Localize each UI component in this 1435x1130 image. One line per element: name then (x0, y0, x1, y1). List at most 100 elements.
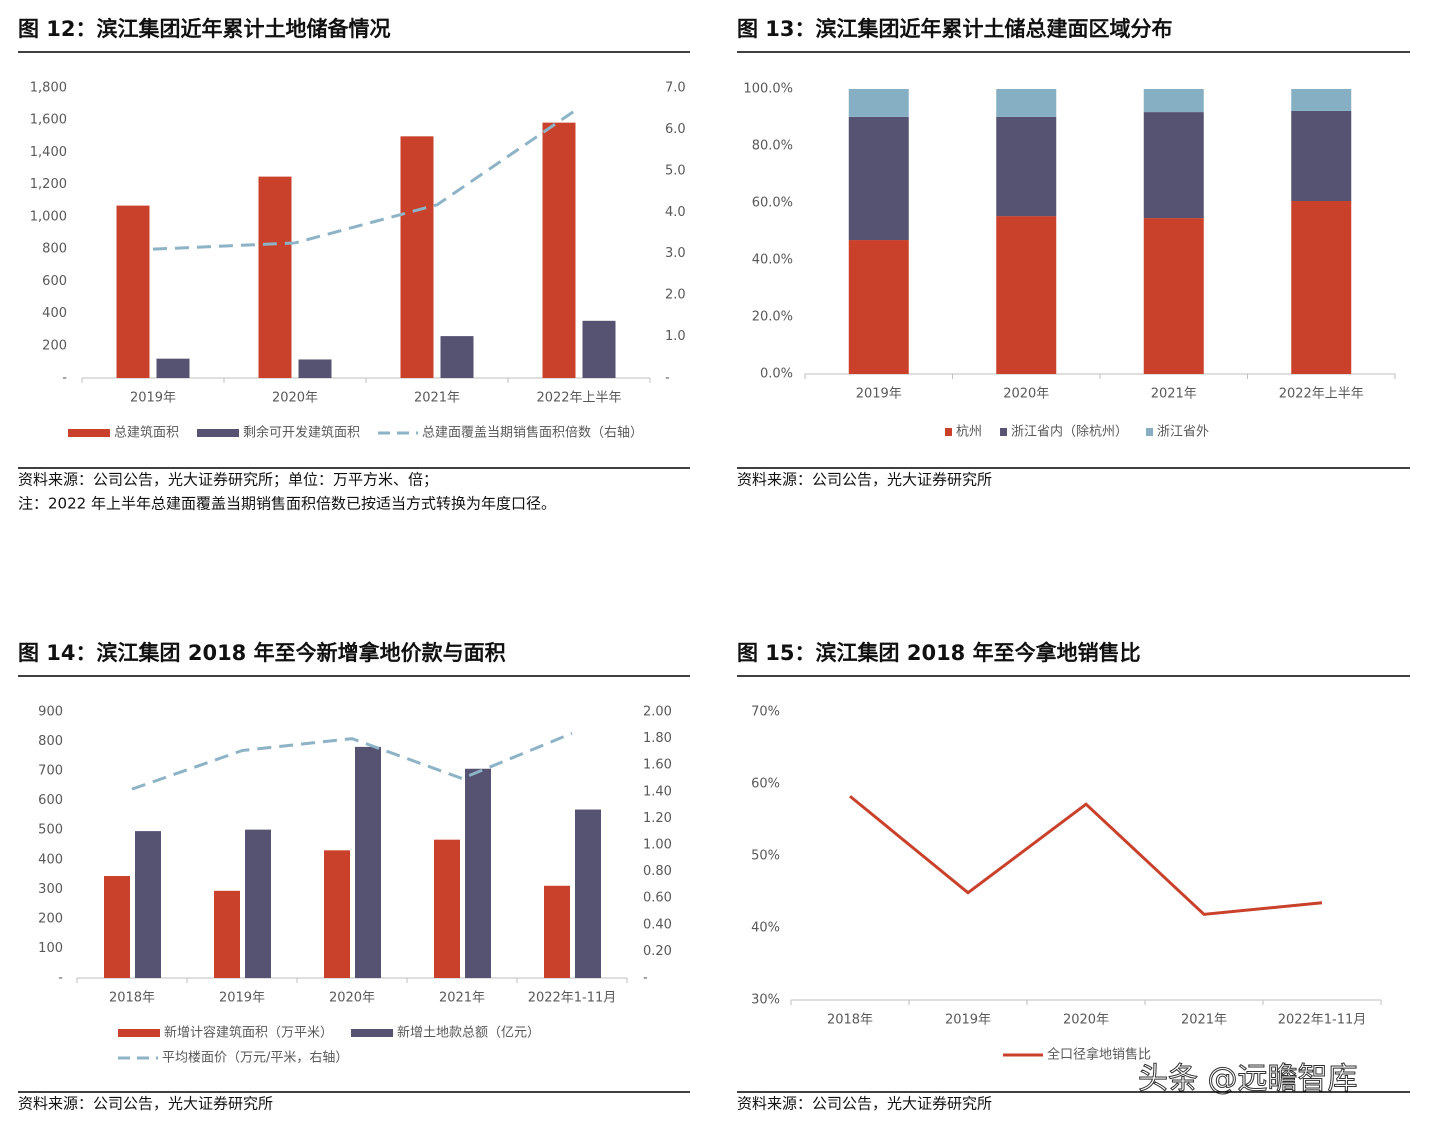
x-tick-label: 2019年 (856, 387, 902, 402)
y-tick-label: 40% (751, 921, 780, 936)
y2-tick-label: 2.00 (643, 705, 672, 720)
bar (135, 831, 161, 978)
y-tick-label: 100.0% (743, 82, 793, 97)
y-tick-label: 60% (751, 777, 780, 792)
x-tick-label: 2021年 (439, 991, 485, 1006)
bar (355, 746, 381, 978)
legend-swatch (118, 1029, 160, 1037)
y-tick-label: 60.0% (752, 196, 793, 211)
bar (324, 850, 350, 978)
y2-tick-label: 7.0 (665, 81, 686, 96)
y-tick-label: - (62, 371, 67, 386)
y-tick-label: 100 (38, 941, 63, 956)
y2-tick-label: 0.20 (643, 944, 672, 959)
y-tick-label: 1,000 (30, 209, 67, 224)
bar-segment (1143, 89, 1204, 113)
x-tick-label: 2021年 (1151, 387, 1197, 402)
y-tick-label: 1,400 (30, 145, 67, 160)
x-tick-label: 2020年 (1003, 387, 1049, 402)
bar-segment (1291, 110, 1352, 202)
y-tick-label: 400 (42, 306, 67, 321)
x-tick-label: 2018年 (109, 991, 155, 1006)
bar (298, 359, 332, 378)
x-tick-label: 2022年上半年 (1279, 387, 1364, 402)
y2-tick-label: 0.80 (643, 864, 672, 879)
source: 资料来源：公司公告，光大证券研究所 (18, 1095, 273, 1113)
legend-swatch (351, 1029, 394, 1037)
legend-label: 平均楼面价（万元/平米，右轴） (162, 1051, 348, 1066)
chart-title: 图 15：滨江集团 2018 年至今拿地销售比 (737, 641, 1141, 665)
bar (465, 768, 491, 978)
bar-segment (848, 116, 909, 241)
bar (440, 336, 474, 378)
x-tick-label: 2022年上半年 (536, 391, 621, 406)
y-tick-label: 500 (38, 823, 63, 838)
y2-tick-label: 1.60 (643, 758, 672, 773)
y-tick-label: 50% (751, 849, 780, 864)
bar-segment (1143, 112, 1204, 219)
bar (434, 839, 460, 978)
legend-label: 总建面覆盖当期销售面积倍数（右轴） (422, 425, 643, 441)
chart-title: 图 12：滨江集团近年累计土地储备情况 (18, 17, 391, 41)
y-tick-label: - (58, 971, 63, 986)
legend-swatch (945, 428, 952, 436)
bar (116, 205, 150, 378)
y-tick-label: 20.0% (752, 310, 793, 325)
bar (258, 176, 292, 378)
y2-tick-label: 1.00 (643, 838, 672, 853)
legend-label: 新增计容建筑面积（万平米） (164, 1025, 333, 1041)
y-tick-label: 800 (38, 734, 63, 749)
bar (582, 320, 616, 378)
bar-segment (1291, 201, 1352, 374)
y2-tick-label: 5.0 (665, 163, 686, 178)
y-tick-label: 700 (38, 764, 63, 779)
legend-swatch (1146, 428, 1154, 436)
x-tick-label: 2021年 (414, 391, 460, 406)
line-series (152, 106, 580, 251)
bar (156, 358, 190, 378)
x-tick-label: 2022年1-11月 (528, 991, 617, 1006)
y-tick-label: 1,800 (30, 81, 67, 96)
y-tick-label: 300 (38, 882, 63, 897)
bar-segment (996, 89, 1057, 117)
legend-label: 剩余可开发建筑面积 (243, 425, 360, 441)
y-tick-label: 600 (42, 274, 67, 289)
bar (245, 829, 271, 978)
x-tick-label: 2020年 (1063, 1013, 1109, 1028)
y2-tick-label: 1.0 (665, 329, 686, 344)
bar-segment (996, 116, 1057, 217)
y2-tick-label: 1.80 (643, 731, 672, 746)
y-tick-label: 1,200 (30, 177, 67, 192)
source: 资料来源：公司公告，光大证券研究所 (737, 1095, 992, 1113)
chart-title: 图 13：滨江集团近年累计土储总建面区域分布 (737, 17, 1173, 41)
chart-title: 图 14：滨江集团 2018 年至今新增拿地价款与面积 (18, 641, 506, 665)
source: 资料来源：公司公告，光大证券研究所；单位：万平方米、倍； (18, 471, 438, 489)
y-tick-label: 30% (751, 993, 780, 1008)
y2-tick-label: 3.0 (665, 246, 686, 261)
bar (400, 136, 434, 378)
y2-tick-label: 4.0 (665, 205, 686, 220)
x-tick-label: 2022年1-11月 (1278, 1013, 1367, 1028)
y2-tick-label: 6.0 (665, 122, 686, 137)
y-tick-label: 80.0% (752, 139, 793, 154)
y-tick-label: 200 (38, 911, 63, 926)
bar-segment (1291, 89, 1352, 111)
legend-swatch (68, 429, 110, 437)
line-series (849, 795, 1323, 916)
y-tick-label: 200 (42, 338, 67, 353)
y-tick-label: 1,600 (30, 113, 67, 128)
bar (214, 890, 240, 978)
y-tick-label: 0.0% (760, 367, 793, 382)
y2-tick-label: 2.0 (665, 288, 686, 303)
bar (544, 885, 570, 978)
y2-tick-label: 1.20 (643, 811, 672, 826)
y-tick-label: 600 (38, 793, 63, 808)
watermark: 头条 @远瞻智库 (1138, 1062, 1358, 1097)
x-tick-label: 2018年 (827, 1013, 873, 1028)
bar (575, 809, 601, 978)
legend-label: 浙江省外 (1157, 425, 1209, 440)
y2-tick-label: - (665, 371, 670, 386)
bar (542, 122, 576, 378)
line-series (131, 731, 573, 791)
